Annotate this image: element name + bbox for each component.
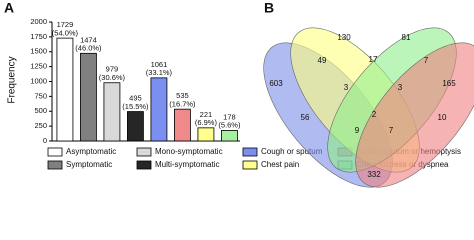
region-count: 49	[318, 56, 327, 65]
y-tick-label: 1500	[30, 47, 47, 56]
region-count: 3	[344, 83, 349, 92]
region-count: 10	[438, 113, 447, 122]
y-tick-label: 1250	[30, 62, 47, 71]
legend-swatch	[242, 160, 258, 170]
page: A B Frequency 0 250 500 750 1000 1250 1500 1750…	[4, 0, 474, 188]
panel-label: A	[4, 0, 14, 16]
y-tick-label: 750	[34, 91, 47, 100]
y-axis-label: Frequency	[7, 56, 18, 103]
region-count: 2	[372, 110, 377, 119]
legend-swatch	[136, 160, 152, 170]
y-tick-label: 0	[43, 136, 47, 145]
value-label: 1061 (33.1%)	[146, 60, 173, 77]
bar	[150, 77, 168, 142]
y-tick-label: 2000	[30, 17, 47, 26]
legend-label: Chest pain	[261, 160, 299, 169]
venn-set	[355, 42, 474, 188]
legend-label: Cough or sputum	[261, 147, 323, 156]
bar	[221, 130, 238, 142]
legend-swatch	[136, 147, 152, 157]
legend-swatch	[242, 147, 258, 157]
region-count: 603	[269, 79, 283, 88]
region-count: 81	[402, 33, 411, 42]
bar	[174, 108, 191, 142]
y-tick-label: 500	[34, 106, 47, 115]
legend-label: Symptomatic	[66, 160, 112, 169]
legend-swatch	[47, 147, 63, 157]
bar	[103, 82, 121, 142]
region-count: 130	[337, 33, 351, 42]
value-label: 979 (30.6%)	[99, 65, 126, 82]
region-count: 3	[398, 83, 403, 92]
y-tick-label: 1000	[30, 76, 47, 85]
value-label: 495 (15.5%)	[122, 94, 149, 111]
y-tick-label: 1750	[30, 32, 47, 41]
region-count: 7	[389, 126, 394, 135]
region-count: 9	[355, 126, 360, 135]
bar	[56, 37, 74, 142]
legend-label: Mono-symptomatic	[155, 147, 223, 156]
value-label: 535 (16.7%)	[169, 91, 196, 108]
region-count: 165	[442, 79, 456, 88]
region-count: 17	[369, 55, 378, 64]
legend-swatch	[47, 160, 63, 170]
y-tick-label: 250	[34, 121, 47, 130]
region-count: 332	[367, 170, 381, 179]
value-label: 1474 (46.0%)	[75, 35, 102, 52]
legend-label: Multi-symptomatic	[155, 160, 219, 169]
panel-label: B	[264, 0, 274, 16]
value-label: 221 (6.9%)	[195, 110, 218, 127]
value-label: 178 (5.6%)	[218, 112, 241, 129]
bar	[127, 111, 144, 142]
region-count: 7	[424, 56, 429, 65]
bar	[80, 52, 97, 142]
region-count: 56	[301, 113, 310, 122]
legend-label: Asymptomatic	[66, 147, 116, 156]
value-label: 1729 (54.0%)	[52, 20, 79, 37]
bar	[197, 127, 215, 142]
figure: A B Frequency 0 250 500 750 1000 1250 1500 1750…	[4, 0, 474, 188]
